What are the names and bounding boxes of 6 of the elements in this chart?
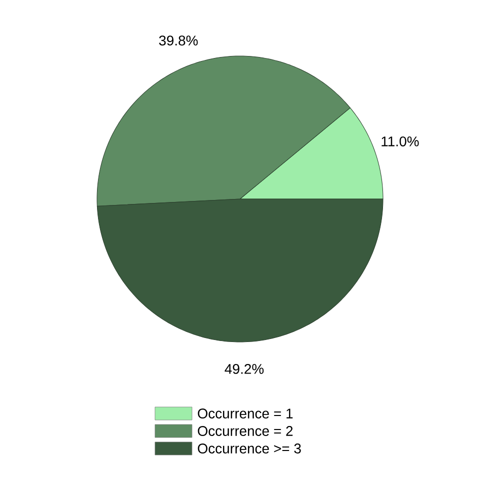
legend-label: Occurrence = 2 [198,426,293,436]
data-label: 11.0% [382,136,419,146]
data-label: 39.8% [159,36,198,46]
legend-label: Occurrence >= 3 [198,444,301,454]
data-label: 49.2% [224,364,264,374]
legend-label: Occurrence = 1 [198,408,293,418]
